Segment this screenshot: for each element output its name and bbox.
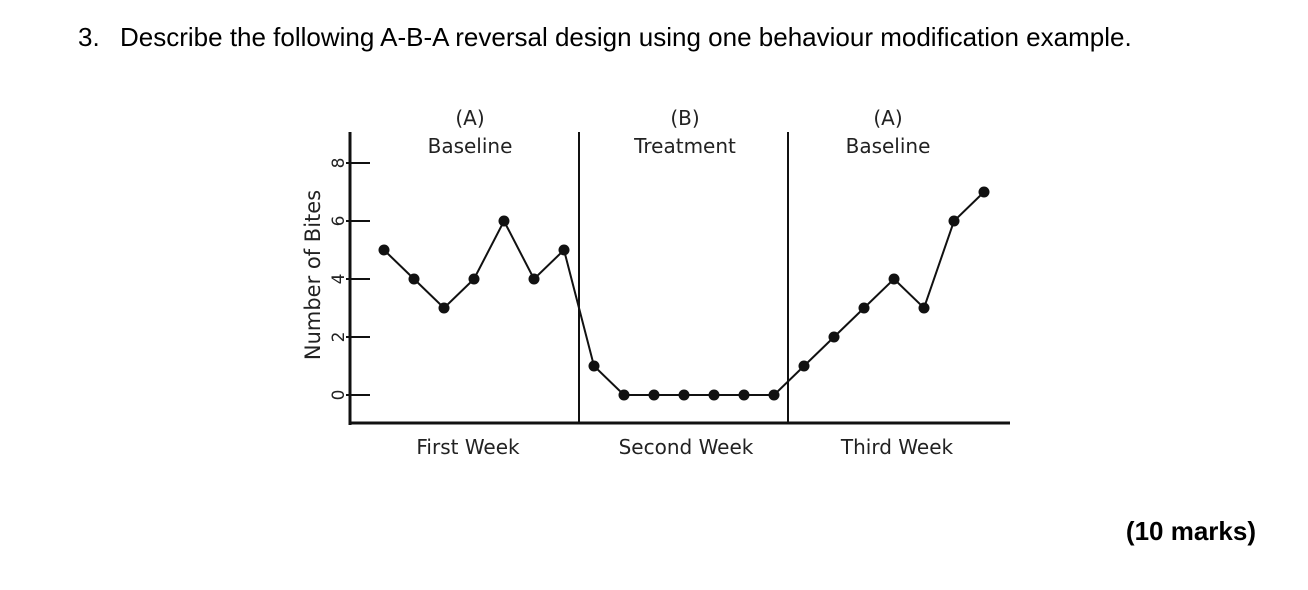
phase-name-2: Treatment bbox=[633, 134, 736, 158]
data-point-20 bbox=[948, 215, 960, 227]
data-point-16 bbox=[828, 331, 840, 343]
data-point-15 bbox=[798, 360, 810, 372]
data-point-18 bbox=[888, 273, 900, 285]
phase-name-1: Baseline bbox=[428, 134, 513, 158]
phase-week-3: Third Week bbox=[840, 435, 954, 459]
marks-label: (10 marks) bbox=[1125, 516, 1256, 546]
data-point-21 bbox=[978, 186, 990, 198]
question: 3. Describe the following A-B-A reversal … bbox=[78, 22, 1132, 53]
data-point-10 bbox=[648, 389, 660, 401]
data-point-11 bbox=[678, 389, 690, 401]
data-point-12 bbox=[708, 389, 720, 401]
y-tick-label-8: 8 bbox=[329, 158, 349, 169]
phase-letter-2: (B) bbox=[670, 106, 699, 130]
data-point-14 bbox=[768, 389, 780, 401]
data-point-7 bbox=[558, 244, 570, 256]
question-number: 3. bbox=[78, 22, 100, 52]
data-point-5 bbox=[498, 215, 510, 227]
data-point-6 bbox=[528, 273, 540, 285]
y-tick-label-6: 6 bbox=[329, 216, 349, 227]
data-point-4 bbox=[468, 273, 480, 285]
data-point-1 bbox=[378, 244, 390, 256]
data-point-13 bbox=[738, 389, 750, 401]
phase-letter-1: (A) bbox=[455, 106, 484, 130]
data-point-3 bbox=[438, 302, 450, 314]
y-tick-label-4: 4 bbox=[329, 274, 349, 285]
y-tick-label-0: 0 bbox=[329, 390, 349, 401]
y-tick-label-2: 2 bbox=[329, 332, 349, 343]
phase-week-1: First Week bbox=[416, 435, 520, 459]
phase-name-3: Baseline bbox=[846, 134, 931, 158]
data-point-9 bbox=[618, 389, 630, 401]
phase-letter-3: (A) bbox=[873, 106, 902, 130]
series-line-1 bbox=[383, 191, 985, 396]
data-point-2 bbox=[408, 273, 420, 285]
question-text: Describe the following A-B-A reversal de… bbox=[120, 22, 1132, 52]
data-point-8 bbox=[588, 360, 600, 372]
y-axis-label: Number of Bites bbox=[301, 190, 325, 360]
data-point-17 bbox=[858, 302, 870, 314]
data-point-19 bbox=[918, 302, 930, 314]
phase-week-2: Second Week bbox=[619, 435, 754, 459]
